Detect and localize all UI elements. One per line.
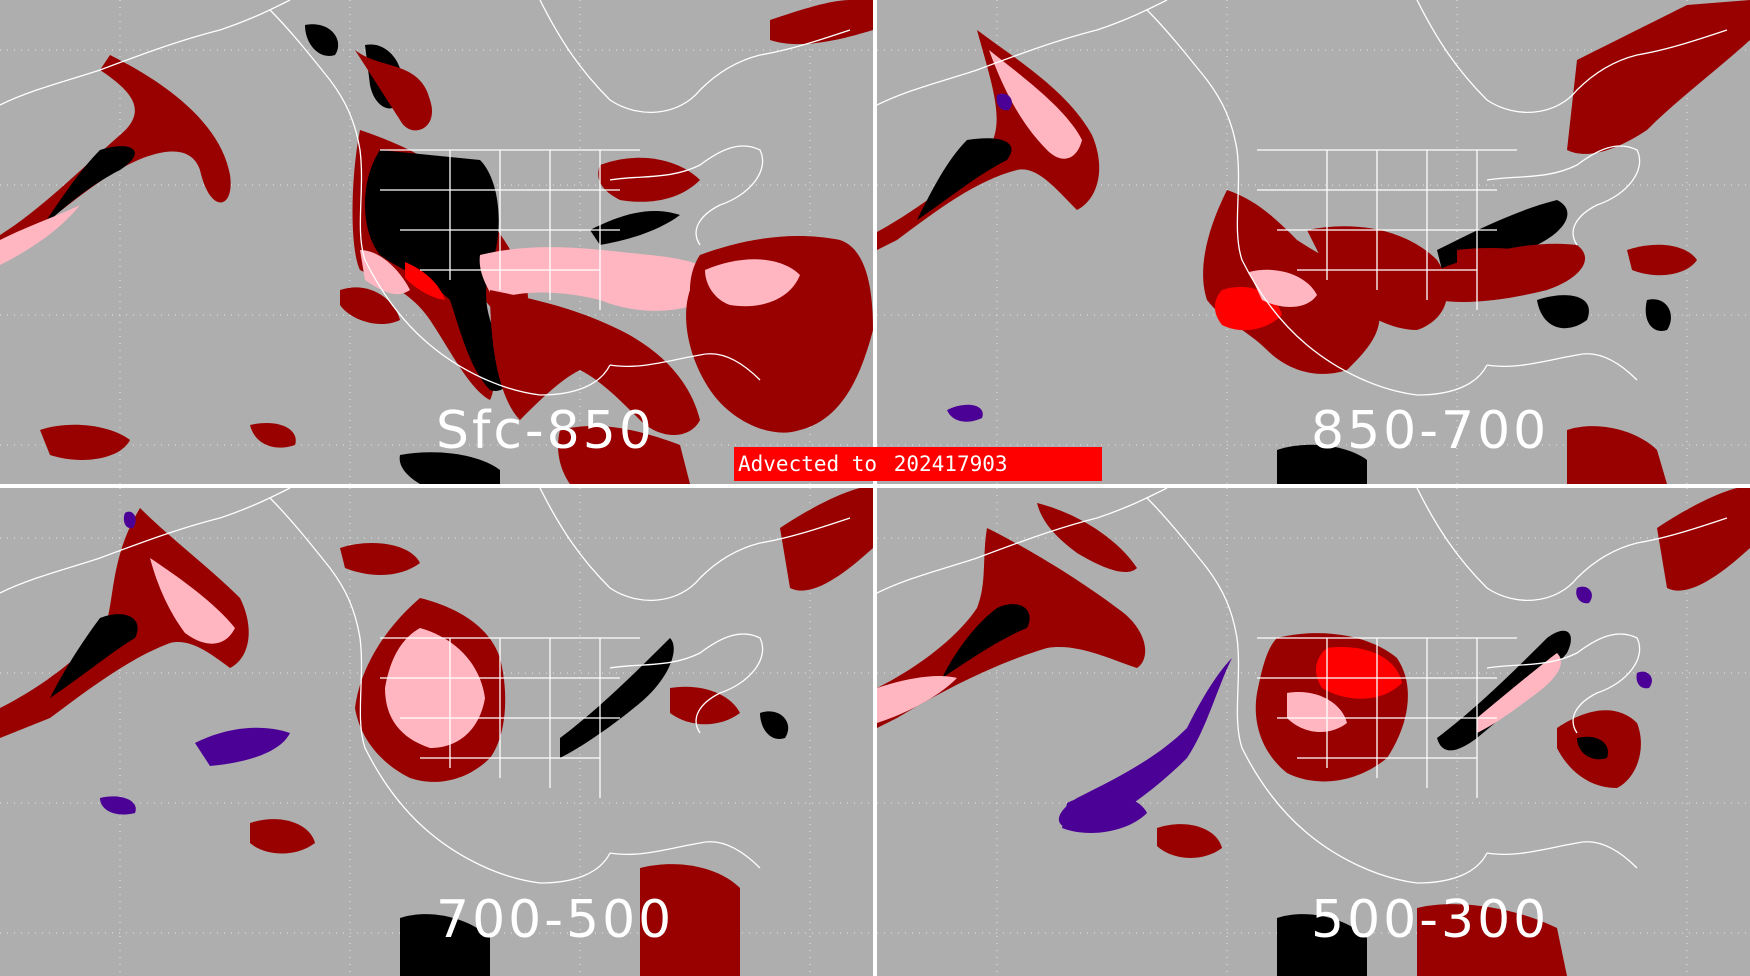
vertical-divider	[873, 0, 877, 976]
coastlines	[877, 488, 1728, 884]
map-850-700	[877, 0, 1750, 484]
moisture-field	[877, 0, 1750, 484]
banner-time: 202417903	[893, 452, 1008, 476]
moisture-field	[877, 488, 1750, 976]
map-700-500	[0, 488, 873, 976]
horizontal-divider	[0, 484, 1750, 488]
panel-sfc-850: Sfc-850	[0, 0, 873, 484]
layer-label-700-500: 700-500	[436, 890, 675, 950]
panel-850-700: 850-700	[877, 0, 1750, 484]
map-500-300	[877, 488, 1750, 976]
graticule	[0, 488, 873, 976]
layer-label-850-700: 850-700	[1311, 401, 1550, 461]
coastlines	[0, 488, 851, 884]
graticule	[877, 488, 1750, 976]
coastlines	[877, 0, 1728, 396]
banner-prefix: Advected to	[738, 452, 878, 476]
layer-label-sfc-850: Sfc-850	[436, 401, 655, 461]
advected-banner: Advected to 202417903	[734, 447, 1102, 481]
coastlines	[0, 0, 851, 396]
map-sfc-850	[0, 0, 873, 484]
panel-700-500: 700-500	[0, 488, 873, 976]
layer-label-500-300: 500-300	[1311, 890, 1550, 950]
panel-500-300: 500-300	[877, 488, 1750, 976]
